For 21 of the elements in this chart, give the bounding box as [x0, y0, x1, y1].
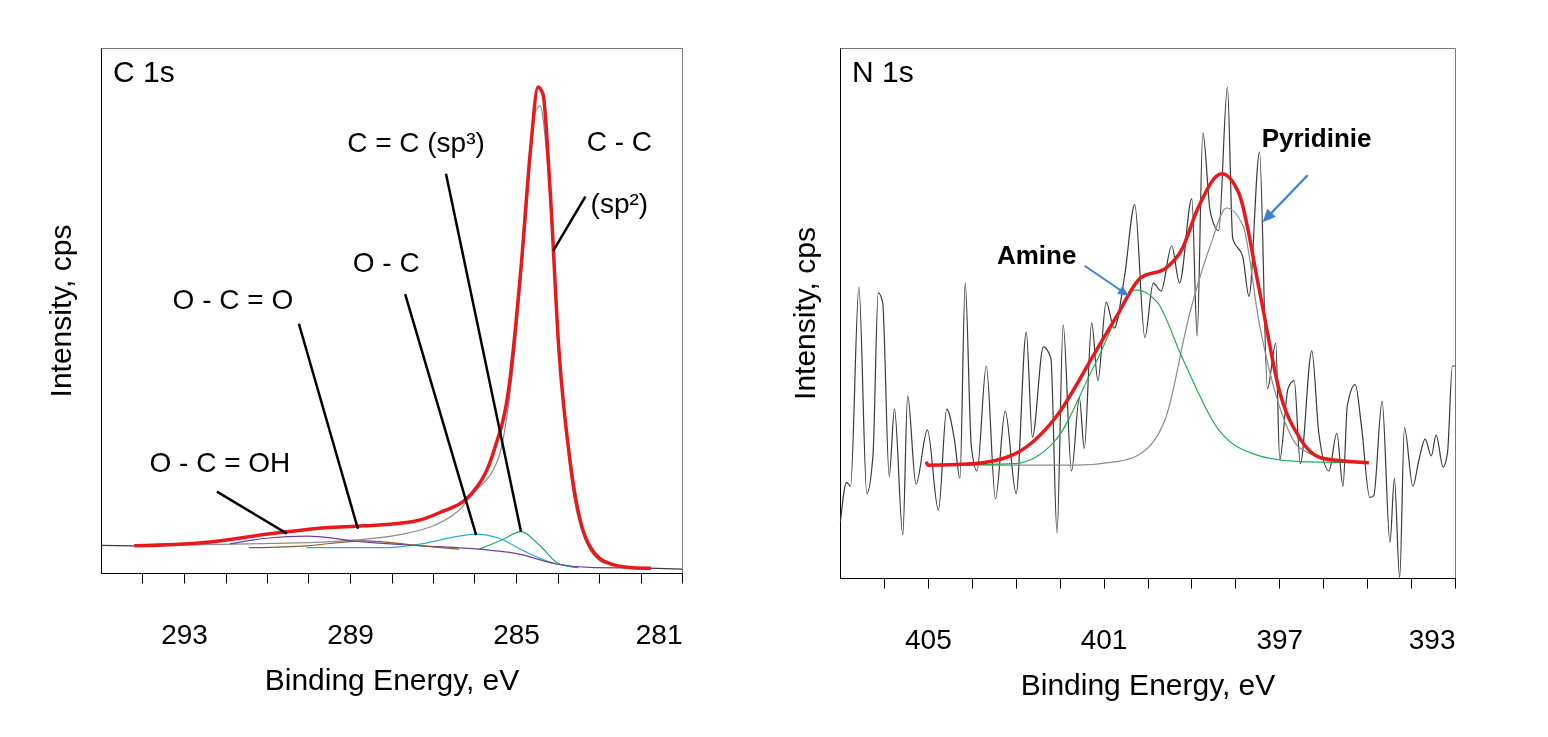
annotation: C = C (sp³) — [347, 126, 485, 158]
x-tick-label: 393 — [1408, 623, 1456, 655]
annotation: Pyridinie — [1261, 123, 1372, 154]
x-tick-label: 285 — [493, 618, 540, 650]
annotation: C 1s — [113, 55, 175, 88]
annotation: O - C = OH — [149, 446, 291, 478]
x-tick-label: 281 — [635, 618, 683, 650]
x-tick-label: 405 — [905, 623, 952, 655]
x-axis-title: Binding Energy, eV — [1020, 667, 1276, 701]
x-axis-title: Binding Energy, eV — [264, 662, 520, 696]
x-tick-label: 293 — [161, 618, 208, 650]
x-tick-label: 401 — [1080, 623, 1128, 655]
annotation: Amine — [996, 239, 1077, 270]
annotation: N 1s — [852, 55, 914, 88]
annotation: C - C (sp²) — [586, 125, 653, 219]
y-axis-title: Intensity, cps — [43, 224, 77, 398]
x-tick-label: 289 — [327, 618, 374, 650]
annotation: O - C = O — [172, 283, 294, 315]
annotation: O - C — [352, 247, 420, 279]
y-axis-title: Intensity, cps — [787, 227, 821, 400]
x-tick-label: 397 — [1256, 623, 1304, 655]
